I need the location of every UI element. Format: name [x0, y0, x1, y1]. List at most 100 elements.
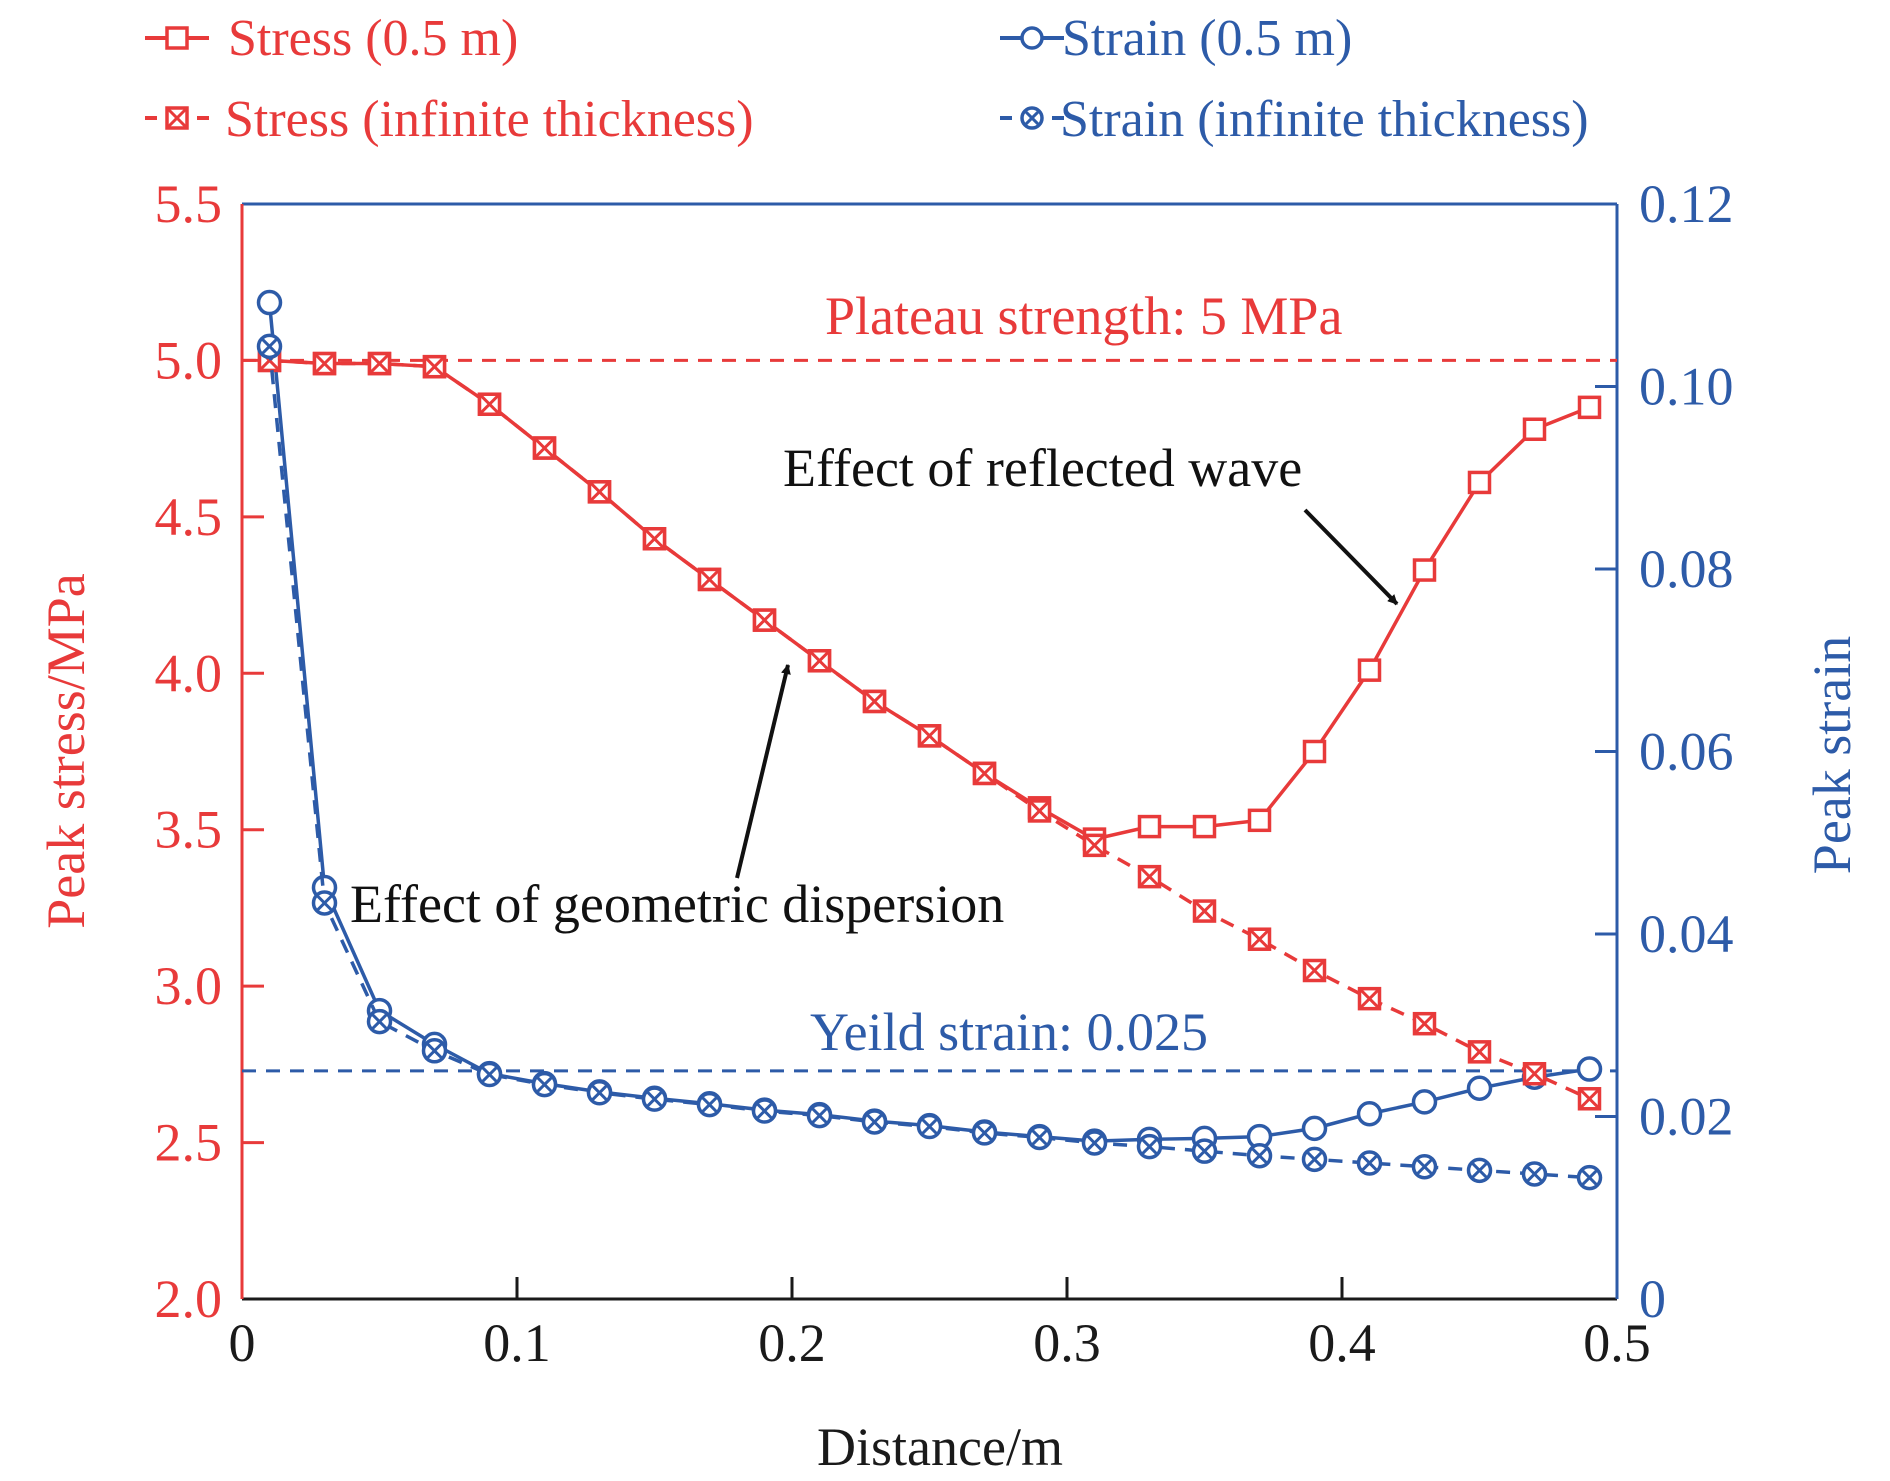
y-right-tick-label: 0.10 [1639, 357, 1734, 417]
marker-square [1467, 470, 1492, 495]
y-right-ticks: 0 0.02 0.04 0.06 0.08 0.10 0.12 [1595, 174, 1734, 1329]
x-tick-label: 0.2 [758, 1313, 826, 1373]
data-point [256, 333, 283, 360]
marker-square [1302, 739, 1327, 764]
marker-cross [753, 609, 776, 632]
y-right-tick-label: 0.08 [1639, 539, 1734, 599]
marker-cross [313, 352, 336, 375]
data-point [366, 1008, 393, 1035]
data-point [1081, 1130, 1108, 1156]
data-point [1246, 1142, 1273, 1169]
marker-cross [260, 337, 279, 356]
marker-cross [368, 352, 391, 375]
data-point [1412, 558, 1437, 582]
legend-marker [1020, 26, 1044, 50]
data-point [1302, 739, 1327, 764]
marker-cross [645, 1090, 664, 1109]
marker-cross [1028, 799, 1051, 823]
data-point [1577, 1087, 1602, 1111]
marker-cross [1030, 1128, 1049, 1147]
marker-circle [1020, 26, 1044, 50]
legend-marker [1020, 106, 1044, 130]
data-point [1577, 395, 1602, 420]
y-right-tick-label: 0.12 [1639, 174, 1734, 234]
data-point [476, 1061, 503, 1088]
y-left-tick-label: 4.0 [155, 643, 223, 703]
series-layer [256, 289, 1603, 1191]
legend: Stress (0.5 m) Stress (infinite thicknes… [145, 10, 1589, 148]
marker-square [1137, 814, 1162, 839]
data-point [806, 1102, 833, 1129]
data-point [1301, 1115, 1328, 1142]
y-right-tick-label: 0 [1639, 1269, 1666, 1329]
data-point [1192, 814, 1217, 839]
y-right-tick-label: 0.02 [1639, 1087, 1734, 1147]
data-point [752, 608, 777, 632]
marker-circle [1301, 1115, 1328, 1142]
series-strain-infinite-thickness [256, 333, 1603, 1191]
data-point [697, 567, 722, 592]
marker-cross [1195, 1142, 1214, 1161]
data-point [1301, 1146, 1328, 1173]
marker-circle [1411, 1089, 1438, 1115]
data-point [807, 649, 832, 673]
legend-swatch [145, 26, 209, 50]
legend-swatch [1000, 26, 1064, 50]
marker-cross [1303, 959, 1326, 982]
data-point [1357, 986, 1382, 1011]
marker-cross [1523, 1062, 1546, 1085]
data-point [1356, 1101, 1383, 1127]
marker-cross [370, 1012, 389, 1031]
marker-cross [1250, 1146, 1269, 1165]
marker-cross [1138, 865, 1161, 888]
data-point [641, 1086, 668, 1112]
legend-label: Strain (0.5 m) [1062, 10, 1352, 67]
data-point [1191, 1138, 1218, 1164]
data-point [531, 1071, 558, 1098]
marker-circle [1576, 1056, 1603, 1082]
y-right-axis-label: Peak strain [1802, 636, 1862, 874]
marker-circle [1466, 1075, 1493, 1101]
data-point [1302, 958, 1327, 983]
reference-lines [242, 358, 1617, 1073]
legend-item-stress-0-5m: Stress (0.5 m) [145, 10, 518, 67]
marker-cross [1360, 1154, 1379, 1173]
marker-cross [1413, 1012, 1436, 1035]
marker-cross [1580, 1168, 1599, 1187]
marker-cross [808, 649, 831, 672]
legend-marker [165, 26, 189, 50]
y-right-tick-label: 0.06 [1639, 722, 1734, 782]
marker-cross [643, 527, 666, 550]
x-tick-label: 0.1 [483, 1313, 551, 1373]
marker-cross [533, 436, 556, 460]
annotation-geometric-dispersion: Effect of geometric dispersion [350, 664, 1004, 934]
data-point [1247, 808, 1272, 833]
yield-strain-label: Yeild strain: 0.025 [810, 1002, 1208, 1062]
data-point [1576, 1164, 1603, 1191]
x-ticks: 0 0.1 0.2 0.3 0.4 0.5 [229, 1277, 1651, 1373]
data-point [532, 436, 557, 460]
legend-item-strain-0-5m: Strain (0.5 m) [1000, 10, 1352, 67]
marker-square [1192, 814, 1217, 839]
marker-cross [1085, 1133, 1104, 1152]
data-point [312, 351, 337, 376]
data-point [1026, 1124, 1053, 1151]
data-point [367, 351, 392, 376]
y-left-tick-label: 4.5 [155, 487, 223, 547]
annotation-arrow [1303, 508, 1399, 606]
marker-cross [590, 1083, 609, 1102]
marker-square [1247, 808, 1272, 833]
x-axis-label: Distance/m [817, 1417, 1063, 1477]
legend-label: Stress (infinite thickness) [225, 91, 754, 148]
data-point [256, 289, 283, 316]
legend-swatch [145, 106, 209, 130]
marker-cross [700, 1095, 719, 1114]
y-left-axis-label: Peak stress/MPa [36, 573, 96, 929]
annotation-arrow [735, 664, 791, 879]
legend-label: Stress (0.5 m) [228, 10, 518, 67]
y-left-tick-label: 5.5 [155, 174, 223, 234]
data-point [1357, 658, 1382, 682]
marker-circle [1356, 1101, 1383, 1127]
data-point [1576, 1056, 1603, 1082]
